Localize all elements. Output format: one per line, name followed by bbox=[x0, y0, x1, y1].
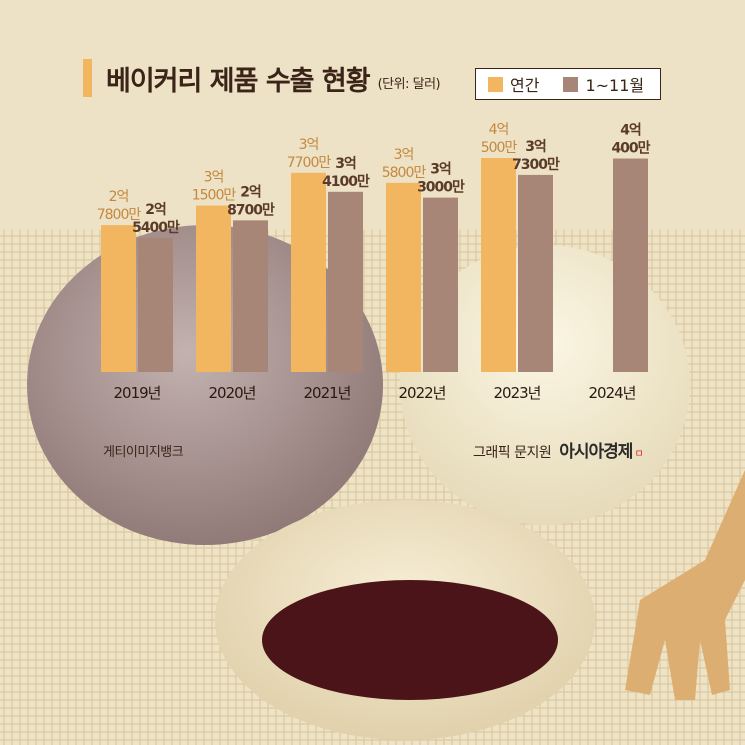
wooden-fork-image bbox=[625, 470, 745, 700]
graphic-credit: 그래픽 문지원 아시아경제 ㅁ bbox=[473, 437, 644, 462]
bar-jan-nov bbox=[613, 158, 648, 372]
unit-label: (단위: 달러) bbox=[377, 76, 441, 92]
data-label: 1500만 bbox=[192, 188, 237, 204]
graphic-credit-text: 그래픽 문지원 bbox=[473, 445, 552, 461]
brand-logo-text: 아시아경제 bbox=[559, 442, 633, 462]
legend-label-jan-nov: 1~11월 bbox=[585, 76, 645, 95]
data-label: 5400만 bbox=[132, 220, 180, 236]
bar-jan-nov bbox=[138, 237, 173, 372]
data-label: 3억 bbox=[335, 156, 356, 172]
data-label: 8700만 bbox=[227, 202, 275, 218]
data-label: 2억 bbox=[145, 202, 166, 218]
bar-jan-nov bbox=[328, 191, 363, 372]
brand-mark: ㅁ bbox=[634, 449, 644, 460]
title-accent-bar bbox=[83, 59, 92, 97]
bar-annual bbox=[196, 205, 231, 372]
title-block: 베이커리 제품 수출 현황 (단위: 달러) bbox=[83, 58, 441, 98]
data-label: 4100만 bbox=[322, 174, 370, 190]
x-tick-label: 2019년 bbox=[114, 384, 161, 402]
data-label: 5800만 bbox=[382, 165, 427, 181]
bar-annual bbox=[481, 158, 516, 372]
data-label: 3000만 bbox=[417, 180, 465, 196]
photo-credit: 게티이미지뱅크 bbox=[103, 445, 184, 460]
bar-annual bbox=[101, 225, 136, 372]
data-label: 3억 bbox=[204, 170, 224, 186]
x-tick-label: 2021년 bbox=[304, 384, 351, 402]
chart-title: 베이커리 제품 수출 현황 bbox=[106, 65, 371, 97]
legend-swatch-jan-nov bbox=[563, 76, 579, 92]
bar-jan-nov bbox=[423, 197, 458, 372]
x-tick-label: 2023년 bbox=[494, 384, 541, 402]
red-bean-filling-image bbox=[262, 580, 558, 700]
bar-jan-nov bbox=[518, 174, 553, 372]
x-tick-label: 2020년 bbox=[209, 384, 256, 402]
data-label: 4억 bbox=[489, 122, 509, 138]
legend-swatch-annual bbox=[488, 76, 503, 92]
data-label: 2억 bbox=[109, 189, 129, 205]
x-tick-label: 2024년 bbox=[589, 384, 636, 402]
data-label: 500만 bbox=[481, 140, 518, 156]
data-label: 7800만 bbox=[97, 207, 142, 223]
bar-jan-nov bbox=[233, 220, 268, 372]
data-label: 3억 bbox=[525, 139, 546, 155]
data-label: 2억 bbox=[240, 184, 261, 200]
data-label: 7300만 bbox=[512, 157, 560, 173]
bar-annual bbox=[291, 172, 326, 372]
legend-item-annual: 연간 bbox=[488, 72, 539, 96]
legend-item-jan-nov: 1~11월 bbox=[563, 72, 644, 96]
data-label: 400만 bbox=[611, 141, 650, 157]
data-label: 4억 bbox=[620, 123, 641, 139]
bar-annual bbox=[386, 182, 421, 372]
legend: 연간 1~11월 bbox=[475, 68, 661, 100]
data-label: 3억 bbox=[299, 137, 319, 153]
data-label: 7700만 bbox=[287, 155, 332, 171]
legend-label-annual: 연간 bbox=[510, 76, 540, 95]
data-label: 3억 bbox=[394, 147, 414, 163]
x-tick-label: 2022년 bbox=[399, 384, 446, 402]
data-label: 3억 bbox=[430, 162, 451, 178]
